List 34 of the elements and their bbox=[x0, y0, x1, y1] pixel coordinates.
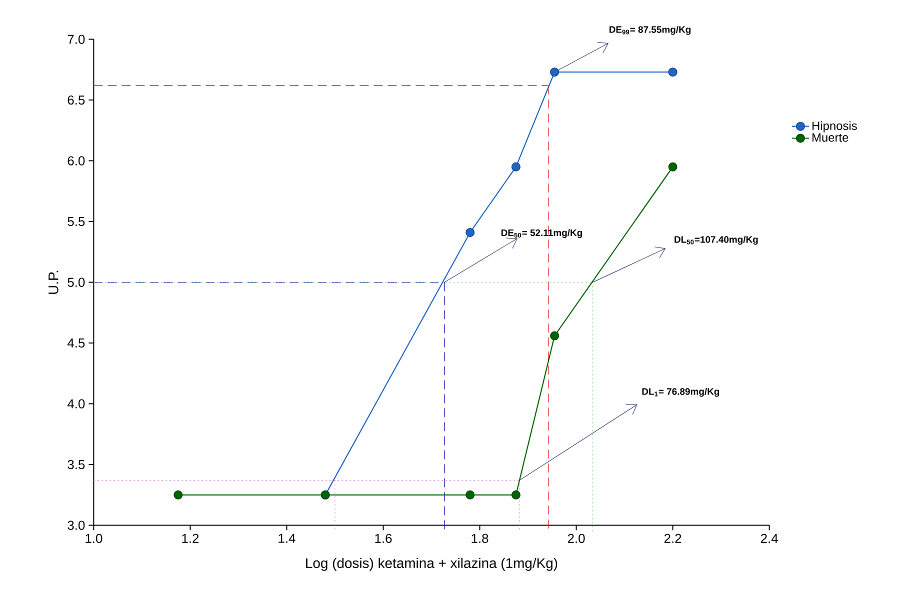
x-tick-label: 1.8 bbox=[472, 534, 488, 543]
point bbox=[668, 68, 678, 77]
x-axis-title: Log (dosis) ketamina + xilazina (1mg/Kg) bbox=[306, 558, 558, 571]
point bbox=[511, 490, 520, 500]
point bbox=[668, 162, 678, 172]
x-tick-label: 2.0 bbox=[568, 534, 585, 543]
annotation: DE$_{50}$= 52.11mg/Kg bbox=[501, 229, 582, 238]
legend-label: Muerte bbox=[812, 133, 848, 142]
y-tick-label: 3.0 bbox=[68, 520, 85, 530]
y-tick-label: 4.0 bbox=[67, 399, 85, 408]
annotation: DL$_{1}$= 76.89mg/Kg bbox=[642, 388, 720, 397]
point bbox=[511, 162, 520, 172]
y-tick-label: 3.5 bbox=[68, 460, 85, 470]
x-tick-label: 1.6 bbox=[375, 534, 392, 543]
x-tick-label: 1.0 bbox=[86, 534, 102, 543]
x-tick-label: 1.4 bbox=[278, 534, 296, 543]
legend-label: Hipnosis bbox=[812, 121, 857, 132]
point bbox=[466, 228, 475, 237]
x-tick-label: 2.4 bbox=[760, 534, 778, 543]
y-tick-label: 5.0 bbox=[68, 278, 85, 287]
point bbox=[174, 490, 183, 500]
point bbox=[550, 68, 560, 77]
annotation: DE$_{99}$= 87.55mg/Kg bbox=[610, 26, 691, 35]
y-tick-label: 6.0 bbox=[68, 156, 85, 166]
x-tick-label: 2.2 bbox=[664, 534, 682, 543]
point bbox=[550, 331, 560, 340]
x-tick-label: 1.2 bbox=[182, 534, 199, 543]
y-axis-title: U.P. bbox=[48, 270, 58, 294]
y-tick-label: 7.0 bbox=[68, 34, 85, 44]
point bbox=[466, 490, 475, 500]
y-tick-label: 6.5 bbox=[68, 95, 85, 105]
y-tick-label: 4.5 bbox=[67, 338, 85, 348]
annotation: DL$_{50}$=107.40mg/Kg bbox=[674, 236, 758, 245]
y-tick-label: 5.5 bbox=[68, 217, 85, 226]
